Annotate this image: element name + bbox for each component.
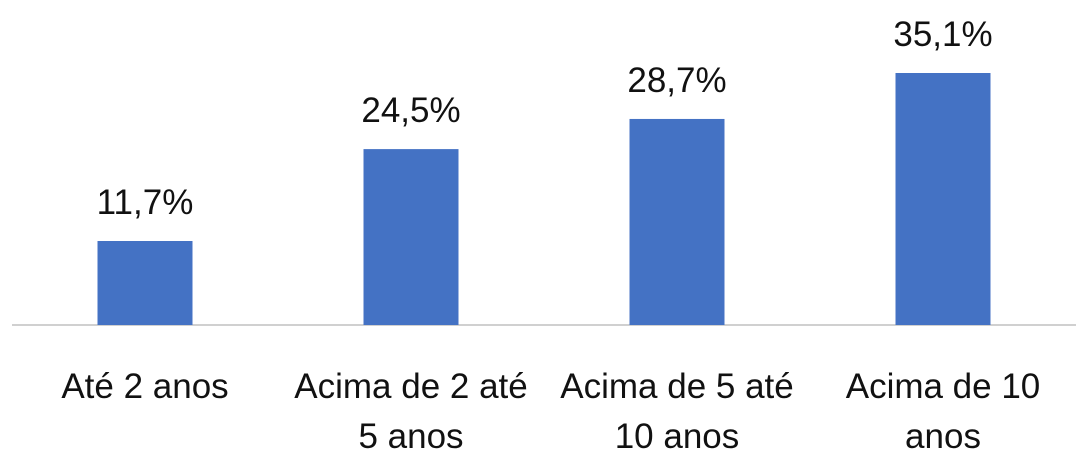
data-label: 35,1% [893,15,993,54]
data-label: 24,5% [361,91,461,131]
bar [97,241,193,325]
x-tick-label: Acima de 5 até 10 anos [560,367,794,456]
bar [895,73,991,325]
bar [363,149,459,325]
x-tick-label: Acima de 10 anos [845,367,1041,456]
data-label: 11,7% [96,183,194,222]
x-tick-label: Até 2 anos [61,367,229,406]
data-label: 28,7% [627,60,727,100]
x-tick-label: Acima de 2 até 5 anos [294,367,528,456]
bar [629,118,725,325]
